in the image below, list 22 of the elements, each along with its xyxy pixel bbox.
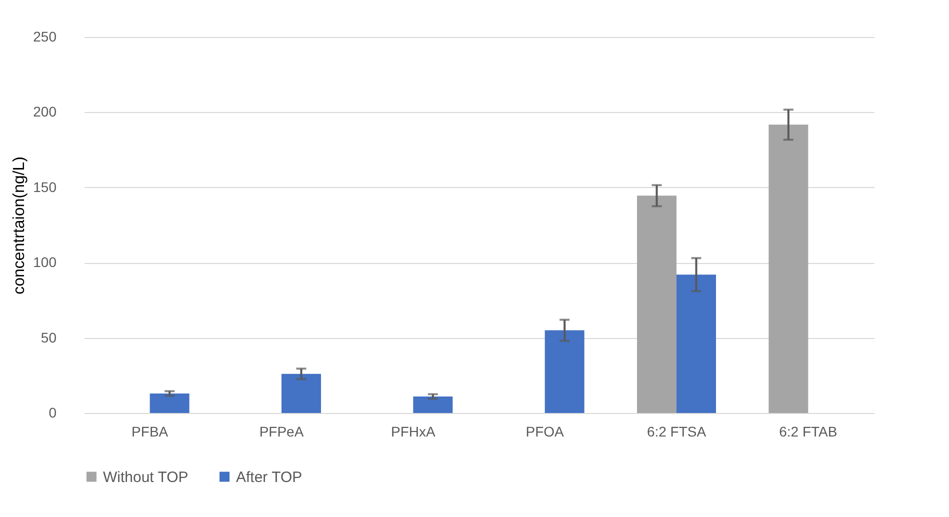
y-tick-label: 200 <box>33 104 57 120</box>
x-tick-label: PFPeA <box>259 424 304 440</box>
x-tick-label: PFBA <box>132 424 169 440</box>
x-tick-label: 6:2 FTAB <box>779 424 838 440</box>
y-tick-label: 150 <box>33 178 57 195</box>
bar <box>150 393 190 413</box>
x-tick-label: PFHxA <box>390 424 436 440</box>
y-tick-label: 100 <box>33 254 57 270</box>
bar <box>676 274 716 413</box>
x-tick-label: PFOA <box>526 424 565 440</box>
y-tick-label: 0 <box>48 404 57 420</box>
y-tick-label: 250 <box>33 28 57 44</box>
bar <box>282 374 321 413</box>
legend-label: After TOP <box>236 468 302 486</box>
bar <box>768 124 808 413</box>
legend-label: Without TOP <box>103 468 188 486</box>
bar <box>637 196 676 413</box>
y-axis-title: concentrtaion(ng/L) <box>11 156 28 294</box>
x-tick-label: 6:2 FTSA <box>646 424 707 440</box>
bar <box>544 330 584 413</box>
y-tick-label: 50 <box>40 329 57 346</box>
bar <box>413 396 453 413</box>
